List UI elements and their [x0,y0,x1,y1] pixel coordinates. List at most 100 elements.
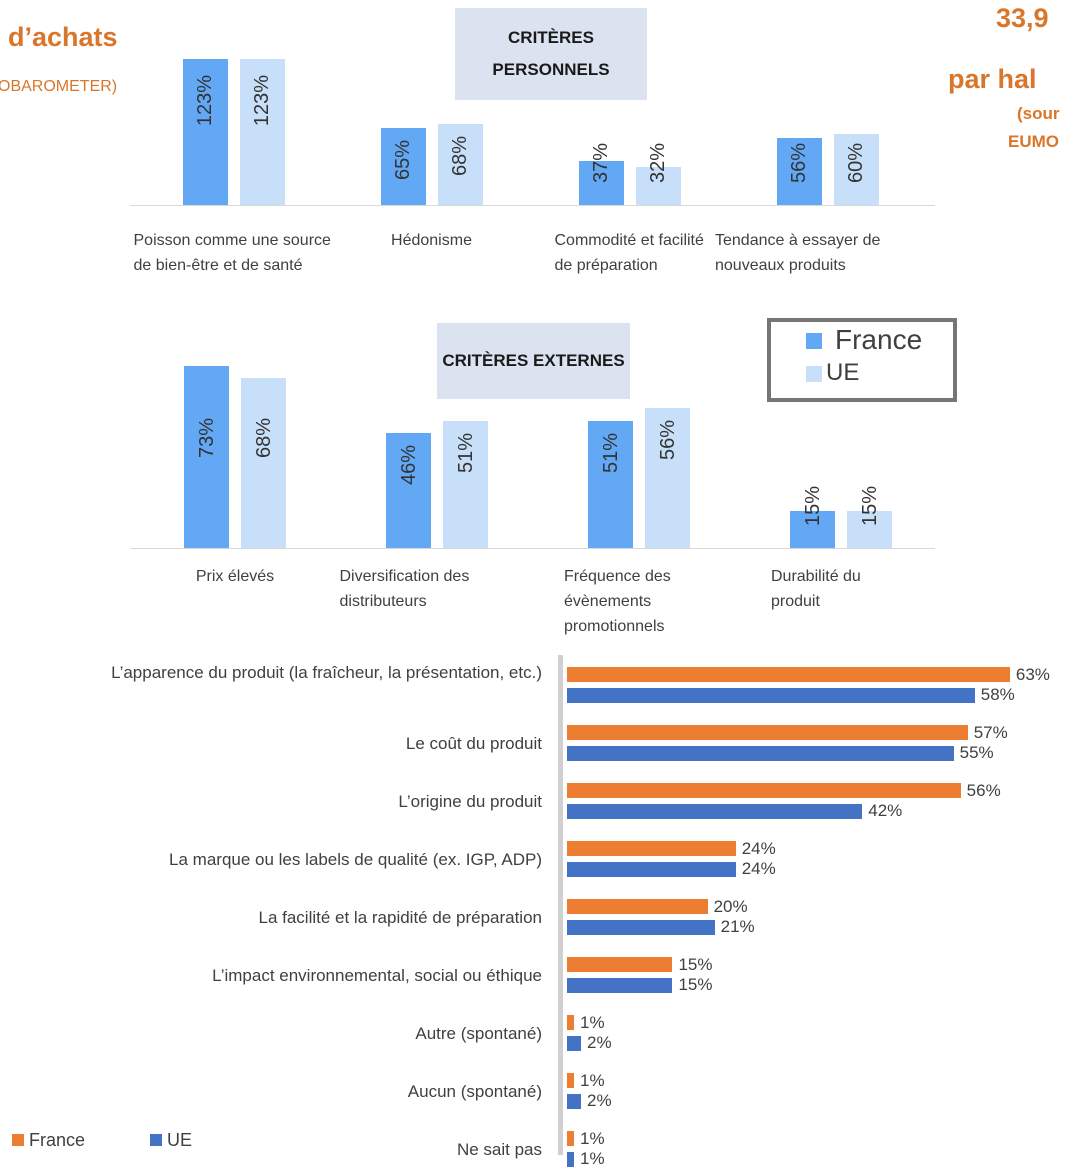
bar [443,420,488,548]
bar [567,1015,575,1030]
data-label: 57% [973,723,1008,742]
number-fragment: 33,9 [996,3,1049,33]
y-tick-text: L’impact environnemental, social ou éthi… [212,965,542,985]
bar [567,688,975,703]
bar [578,160,624,205]
y-tick-text: Autre (spontané) [415,1023,542,1043]
y-tick-text: L’apparence du produit (la fraîcheur, la… [111,663,542,682]
data-label: 65% [392,139,414,180]
bar [567,1131,575,1146]
bar [380,127,426,205]
heading-fragment: d’achats [8,22,118,52]
bar [588,420,633,548]
bar [567,920,715,935]
y-tick-text: La marque ou les labels de qualité (ex. … [169,849,542,869]
data-label: 68% [252,418,275,459]
legend-label: UE [167,1130,193,1150]
data-label: 15% [678,955,713,974]
x-tick-label: Diversification des distributeurs [339,568,470,610]
data-label: 24% [741,839,776,858]
source-fragment: EUMO [1008,132,1059,151]
legend-swatch [12,1134,24,1146]
legend-swatch [806,366,822,382]
legend-label: France [29,1130,86,1150]
chart-title: CRITÈRES EXTERNES [437,323,630,399]
data-label: 15% [801,486,824,527]
x-tick-label: Prix élevés [195,568,275,585]
data-label: 1% [580,1013,605,1032]
bar [847,510,892,548]
bar [239,58,285,205]
x-tick-label: Durabilité du produit [771,568,861,610]
data-label: 46% [397,445,420,486]
data-label: 15% [858,486,881,527]
legend-box [767,318,957,402]
y-tick-label: Autre (spontané) [7,1021,542,1046]
bar [241,378,286,548]
bar [567,1073,575,1088]
data-label: 21% [720,917,755,936]
bar [635,166,681,205]
data-label: 55% [959,743,994,762]
y-tick-label: La facilité et la rapidité de préparatio… [7,905,542,930]
bar [386,433,431,548]
data-label: 51% [599,432,622,473]
legend-swatch [806,333,822,349]
data-label: 56% [788,143,810,184]
y-tick-label: Aucun (spontané) [7,1079,542,1104]
data-label: 58% [980,685,1015,704]
data-label: 15% [678,975,713,994]
data-label: 73% [195,418,218,459]
y-tick-label: Ne sait pas [7,1137,542,1162]
y-tick-label: L’impact environnemental, social ou éthi… [7,963,542,988]
y-tick-label: La marque ou les labels de qualité (ex. … [7,847,542,872]
data-label: 2% [587,1091,612,1110]
bar [182,58,228,205]
bar [567,1094,582,1109]
bar [567,725,968,740]
bar [645,408,690,548]
bar [567,667,1010,682]
y-tick-label: L’apparence du produit (la fraîcheur, la… [7,660,542,685]
bar [567,1036,582,1051]
source-fragment: OBAROMETER) [0,78,118,95]
data-label: 68% [449,136,471,177]
x-tick-label: Commodité et facilité de préparation [554,232,704,274]
bar [567,1152,575,1167]
data-label: 1% [580,1149,605,1168]
data-label: 63% [1015,665,1050,684]
data-label: 123% [194,75,216,127]
x-tick-label: Tendance à essayer de nouveaux produits [715,232,881,274]
data-label: 51% [454,432,477,473]
bar [567,978,673,993]
bar [567,899,708,914]
bar [776,138,822,205]
bar [184,365,229,548]
x-tick-label: Fréquence des évènements promotionnels [564,568,671,635]
data-label: 37% [590,143,612,184]
baseline [130,548,935,549]
bar [790,510,835,548]
data-label: 20% [713,897,748,916]
baseline [130,205,935,206]
legend-swatch [150,1134,162,1146]
heading-fragment: par hal [948,64,1037,94]
y-tick-text: Le coût du produit [405,733,542,753]
x-tick-label: Poisson comme une source de bien-être et… [133,232,331,274]
bar [567,804,863,819]
y-tick-text: Aucun (spontané) [407,1081,542,1101]
bar [567,862,736,877]
bar [567,841,736,856]
data-label: 1% [580,1129,605,1148]
axis-line [558,655,563,1155]
data-label: 123% [251,75,273,127]
legend-label: France [835,324,923,355]
x-tick-label: Hédonisme [391,232,472,249]
y-tick-text: L’origine du produit [398,791,542,811]
data-label: 24% [741,859,776,878]
y-tick-text: La facilité et la rapidité de préparatio… [258,907,542,927]
data-label: 56% [966,781,1001,800]
chart-title: CRITÈRES PERSONNELS [455,8,647,100]
y-tick-label: Le coût du produit [7,731,542,756]
